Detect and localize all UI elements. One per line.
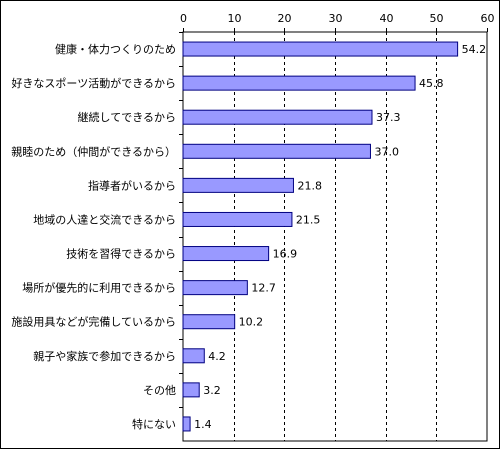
data-label: 16.9 (273, 248, 298, 261)
category-label: その他 (143, 384, 176, 397)
x-tick-label: 20 (278, 12, 292, 25)
bar (182, 382, 200, 398)
data-label: 37.3 (376, 111, 401, 124)
data-label: 12.7 (251, 282, 276, 295)
category-label: 健康・体力つくりのため (55, 42, 176, 56)
data-label: 54.2 (462, 43, 487, 56)
bar (182, 177, 294, 193)
category-label: 特にない (132, 417, 176, 431)
category-label: 親睦のため（仲間ができるから） (11, 144, 176, 158)
category-label: 親子や家族で参加できるから (33, 349, 176, 363)
category-label: 場所が優先的に利用できるから (22, 281, 176, 295)
data-label: 21.5 (296, 213, 321, 226)
category-label: 指導者がいるから (88, 178, 176, 192)
category-label: 技術を習得できるから (66, 248, 176, 261)
data-label: 4.2 (208, 350, 226, 363)
bar (182, 75, 416, 91)
data-label: 45.8 (419, 77, 444, 90)
bar (182, 314, 236, 330)
data-label: 3.2 (203, 384, 221, 397)
bar (182, 416, 191, 432)
category-label: 好きなスポーツ活動ができるから (11, 76, 176, 90)
category-label: 施設用具などが完備しているから (11, 315, 176, 329)
bar (182, 109, 373, 125)
bar (182, 143, 371, 159)
bar (182, 246, 270, 262)
axis-layer (179, 28, 488, 408)
category-label: 継続してできるから (78, 110, 176, 124)
bar (182, 280, 248, 296)
x-tick-label: 50 (430, 12, 444, 25)
data-label: 10.2 (239, 316, 264, 329)
x-tick-label: 10 (228, 12, 242, 25)
x-tick-label: 40 (380, 12, 394, 25)
x-tick-label: 60 (481, 12, 495, 25)
bar (182, 211, 293, 227)
bar (182, 41, 459, 57)
category-label: 地域の人達と交流できるから (33, 212, 176, 226)
data-label: 37.0 (374, 145, 399, 158)
data-label: 1.4 (194, 418, 212, 431)
grid-layer (182, 31, 488, 442)
bar (182, 348, 205, 364)
x-tick-label: 0 (180, 12, 187, 25)
data-label: 21.8 (297, 179, 322, 192)
x-tick-label: 30 (329, 12, 343, 25)
label-layer: 0 10 20 30 40 50 60 健康・体力つくりのため 54.2 好きなスポーツ活動ができ… (11, 12, 494, 431)
bar-layer (182, 41, 459, 432)
